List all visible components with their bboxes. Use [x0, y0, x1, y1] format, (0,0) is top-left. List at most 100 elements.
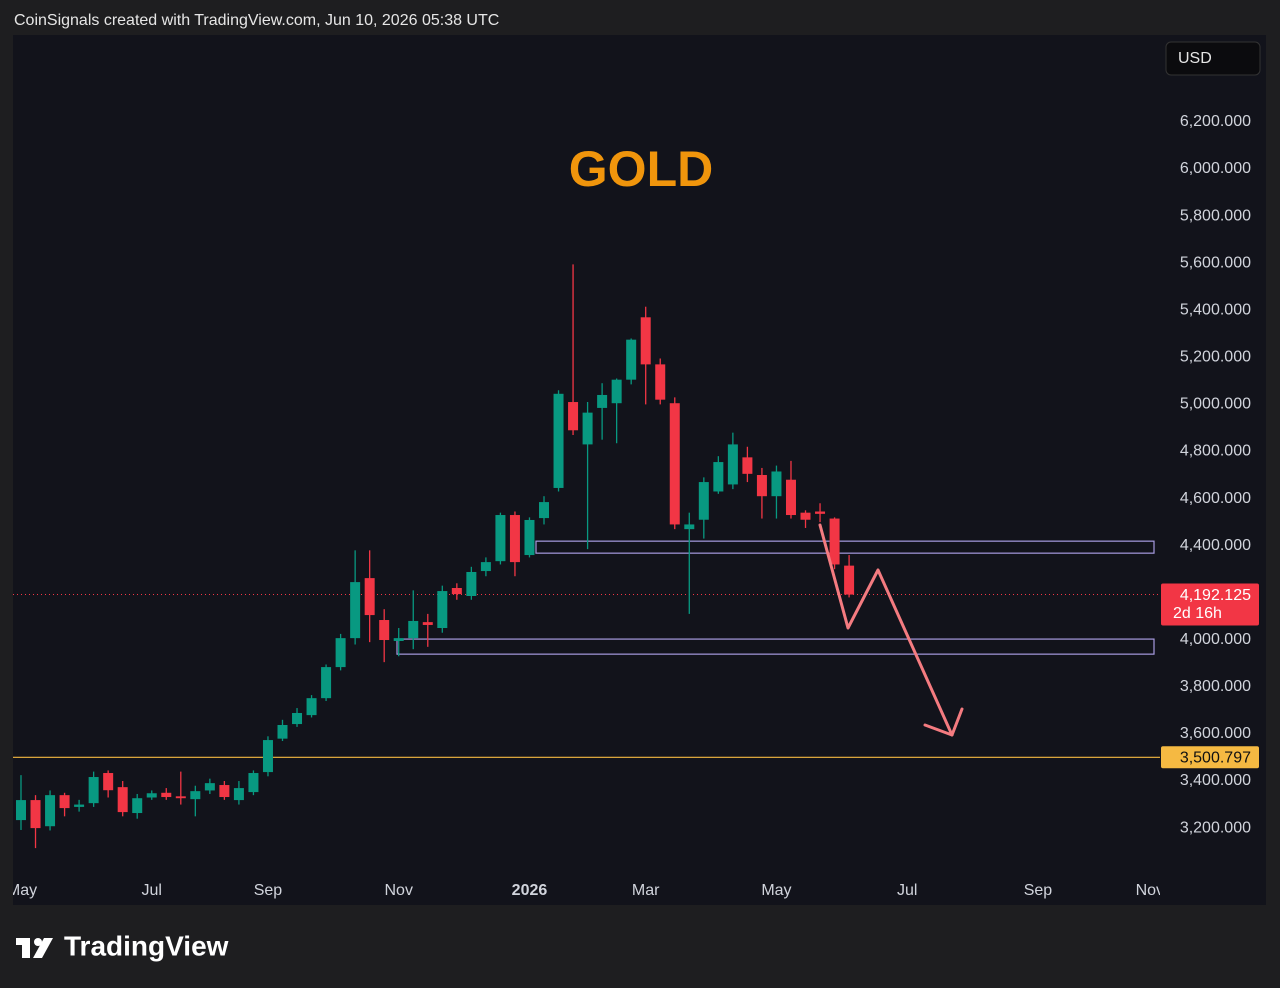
arrow [818, 523, 964, 737]
candle-body [597, 394, 608, 408]
plot-background [13, 35, 1266, 905]
candle-body [568, 402, 579, 431]
candle-body [219, 785, 230, 798]
candle-body [117, 787, 128, 813]
candle-body [175, 796, 186, 799]
countdown: 2d 16h [1173, 605, 1222, 622]
candle-body [103, 773, 114, 791]
x-tick-label: 2026 [512, 882, 548, 899]
candle-body [321, 667, 332, 699]
candle-body [45, 795, 56, 827]
candle-body [466, 571, 477, 597]
header: CoinSignals created with TradingView.com… [14, 12, 499, 29]
currency[interactable]: USD [1178, 50, 1212, 67]
candle-body [59, 795, 70, 809]
candle-body [756, 475, 767, 497]
candle-body [844, 565, 855, 595]
candle-body [539, 502, 550, 519]
level-box [1161, 746, 1259, 769]
zone [396, 638, 1155, 655]
candle-body [15, 800, 26, 821]
candle-body [785, 479, 796, 516]
candle-body [161, 792, 172, 798]
y-tick-label: 3,200.000 [1180, 819, 1251, 836]
candle-body [74, 804, 85, 807]
x-tick-label: Sep [1024, 882, 1053, 899]
y-tick-label: 4,800.000 [1180, 443, 1251, 460]
candle-body [306, 698, 317, 716]
x-tick-label: Jul [142, 882, 162, 899]
candle-body [350, 582, 361, 639]
currency-box[interactable] [1165, 41, 1261, 76]
y-tick-label: 4,000.000 [1180, 631, 1251, 648]
candle-body [611, 379, 622, 404]
candle-body [146, 793, 157, 798]
candle-body [262, 740, 273, 773]
x-tick-label: Sep [254, 882, 283, 899]
candle-body [364, 578, 375, 616]
candle-body [800, 512, 811, 520]
candle-body [132, 798, 143, 814]
candle-body [626, 339, 637, 380]
candle-body [582, 412, 593, 445]
candle-body [640, 317, 651, 365]
plot [13, 264, 1160, 849]
candle-body [379, 620, 390, 641]
x-tick-label: Jul [897, 882, 917, 899]
y-tick-label: 5,600.000 [1180, 254, 1251, 271]
candle-body [277, 724, 288, 739]
y-tick-label: 4,400.000 [1180, 537, 1251, 554]
candle-body [669, 403, 680, 525]
candle-body [742, 457, 753, 474]
y-tick-label: 3,800.000 [1180, 678, 1251, 695]
y-tick-label: 3,600.000 [1180, 725, 1251, 742]
candle-body [524, 519, 535, 556]
candle-body [698, 482, 709, 520]
x-tick-label: Nov [384, 882, 412, 899]
x-tick-label: Nov [1136, 882, 1164, 899]
y-tick-label: 5,800.000 [1180, 207, 1251, 224]
candle-body [408, 620, 419, 639]
last-price-label: 4,192.125 [1180, 587, 1251, 604]
y-tick-label: 3,400.000 [1180, 772, 1251, 789]
candle-body [815, 511, 826, 514]
logo [16, 938, 53, 958]
candle-body [771, 471, 782, 497]
candle-body [204, 783, 215, 791]
candle-body [727, 444, 738, 485]
brand: TradingView [64, 930, 229, 961]
candle-body [553, 393, 564, 488]
chart-title: GOLD [569, 141, 713, 197]
y-tick-label: 6,000.000 [1180, 160, 1251, 177]
candle-body [422, 622, 433, 625]
y-tick-label: 5,400.000 [1180, 301, 1251, 318]
candle-body [713, 462, 724, 492]
x-tick-label: May [7, 882, 37, 899]
candle-body [684, 524, 695, 530]
y-tick-label: 4,600.000 [1180, 490, 1251, 507]
candle-body [655, 364, 666, 400]
candle-body [30, 800, 41, 829]
candle-body [292, 712, 303, 725]
candle-body [829, 518, 840, 565]
candle-body [335, 638, 346, 668]
candle-body [190, 791, 201, 800]
x-axis: May Jul Sep Nov 2026 Mar May Jul Sep Nov [7, 882, 1164, 899]
y-tick-label: 5,000.000 [1180, 396, 1251, 413]
candle-body [437, 591, 448, 629]
candle-body [393, 638, 404, 641]
candle-body [233, 788, 244, 801]
candle-body [88, 777, 99, 804]
x-tick-label: Mar [632, 882, 660, 899]
last-price-box [1161, 583, 1259, 626]
candle-body [480, 562, 491, 572]
zone [535, 540, 1155, 554]
candle-body [495, 515, 506, 562]
candle-body [248, 773, 259, 793]
level-label: 3,500.797 [1180, 750, 1251, 767]
candle-body [509, 515, 520, 563]
y-tick-label: 5,200.000 [1180, 349, 1251, 366]
candle-body [451, 587, 462, 595]
